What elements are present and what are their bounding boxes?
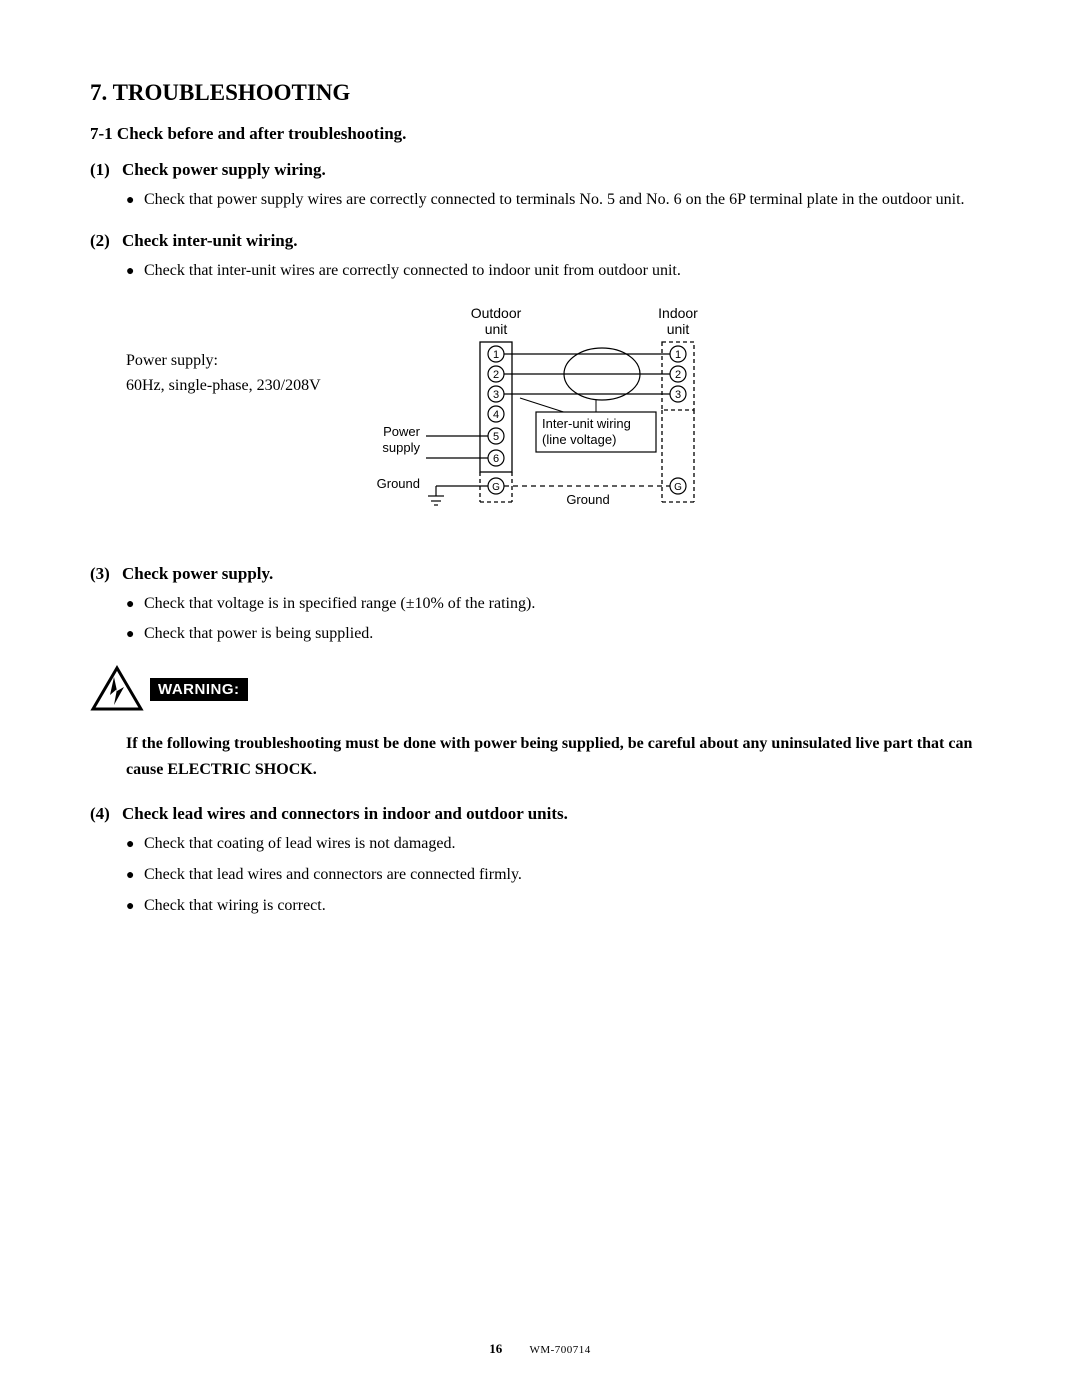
power-spec-line1: Power supply: bbox=[126, 348, 366, 374]
wiring-diagram-row: Power supply: 60Hz, single-phase, 230/20… bbox=[126, 304, 1000, 524]
bullet-dot-icon: ● bbox=[126, 592, 144, 617]
item-3-title: Check power supply. bbox=[122, 564, 273, 584]
item-4-num: (4) bbox=[90, 804, 122, 824]
svg-text:2: 2 bbox=[493, 369, 499, 381]
diagram-label-supply: supply bbox=[382, 440, 420, 455]
wiring-diagram: Outdoor unit Indoor unit 1 2 3 4 5 bbox=[366, 304, 776, 524]
bullet-text: Check that wiring is correct. bbox=[144, 894, 326, 919]
item-1-bullets: ● Check that power supply wires are corr… bbox=[126, 188, 1000, 213]
item-3: (3) Check power supply. bbox=[90, 564, 1000, 584]
bullet: ● Check that coating of lead wires is no… bbox=[126, 832, 1000, 857]
bullet-text: Check that lead wires and connectors are… bbox=[144, 863, 522, 888]
diagram-label-outdoor: Outdoor bbox=[471, 305, 522, 321]
bullet: ● Check that lead wires and connectors a… bbox=[126, 863, 1000, 888]
page-footer: 16 WM-700714 bbox=[0, 1341, 1080, 1357]
diagram-label-indoor: Indoor bbox=[658, 305, 698, 321]
svg-text:2: 2 bbox=[675, 369, 681, 381]
power-spec: Power supply: 60Hz, single-phase, 230/20… bbox=[126, 304, 366, 399]
svg-text:5: 5 bbox=[493, 431, 499, 443]
item-3-num: (3) bbox=[90, 564, 122, 584]
svg-text:G: G bbox=[492, 482, 500, 493]
ground-symbol-icon bbox=[428, 486, 444, 505]
svg-text:4: 4 bbox=[493, 409, 499, 421]
interunit-label-1: Inter-unit wiring bbox=[542, 416, 631, 431]
item-2-bullets: ● Check that inter-unit wires are correc… bbox=[126, 259, 1000, 284]
page-number: 16 bbox=[489, 1341, 502, 1356]
section-number: 7. bbox=[90, 80, 107, 105]
item-4: (4) Check lead wires and connectors in i… bbox=[90, 804, 1000, 824]
bullet: ● Check that power supply wires are corr… bbox=[126, 188, 1000, 213]
subsection-title: 7-1 Check before and after troubleshooti… bbox=[90, 124, 1000, 144]
page: 7. TROUBLESHOOTING 7-1 Check before and … bbox=[0, 0, 1080, 1397]
bullet-dot-icon: ● bbox=[126, 832, 144, 857]
bullet-text: Check that voltage is in specified range… bbox=[144, 592, 535, 617]
warning-label: WARNING: bbox=[150, 678, 248, 701]
bullet-text: Check that power supply wires are correc… bbox=[144, 188, 965, 213]
diagram-label-power: Power bbox=[383, 424, 421, 439]
svg-text:3: 3 bbox=[493, 389, 499, 401]
section-text: TROUBLESHOOTING bbox=[113, 80, 351, 105]
item-2: (2) Check inter-unit wiring. bbox=[90, 231, 1000, 251]
warning-triangle-icon bbox=[90, 665, 144, 713]
bullet-dot-icon: ● bbox=[126, 188, 144, 213]
bullet-dot-icon: ● bbox=[126, 894, 144, 919]
bullet-dot-icon: ● bbox=[126, 622, 144, 647]
svg-text:1: 1 bbox=[675, 349, 681, 361]
bullet: ● Check that power is being supplied. bbox=[126, 622, 1000, 647]
doc-number: WM-700714 bbox=[529, 1344, 590, 1356]
item-2-num: (2) bbox=[90, 231, 122, 251]
bullet-text: Check that inter-unit wires are correctl… bbox=[144, 259, 681, 284]
svg-text:6: 6 bbox=[493, 453, 499, 465]
subsection-number: 7-1 bbox=[90, 124, 113, 143]
item-4-title: Check lead wires and connectors in indoo… bbox=[122, 804, 568, 824]
section-title: 7. TROUBLESHOOTING bbox=[90, 80, 1000, 106]
bullet: ● Check that voltage is in specified ran… bbox=[126, 592, 1000, 617]
item-2-title: Check inter-unit wiring. bbox=[122, 231, 298, 251]
diagram-label-ground-mid: Ground bbox=[566, 492, 609, 507]
svg-text:1: 1 bbox=[493, 349, 499, 361]
item-3-bullets: ● Check that voltage is in specified ran… bbox=[126, 592, 1000, 648]
warning-row: WARNING: bbox=[90, 665, 1000, 713]
bullet-text: Check that coating of lead wires is not … bbox=[144, 832, 455, 857]
svg-text:3: 3 bbox=[675, 389, 681, 401]
power-spec-line2: 60Hz, single-phase, 230/208V bbox=[126, 373, 366, 399]
diagram-label-unit: unit bbox=[485, 321, 508, 337]
item-1: (1) Check power supply wiring. bbox=[90, 160, 1000, 180]
warning-text: If the following troubleshooting must be… bbox=[126, 731, 1000, 782]
bullet-text: Check that power is being supplied. bbox=[144, 622, 373, 647]
diagram-label-unit2: unit bbox=[667, 321, 690, 337]
bullet-dot-icon: ● bbox=[126, 863, 144, 888]
indoor-terminals: 1 2 3 G bbox=[670, 346, 686, 494]
bullet: ● Check that wiring is correct. bbox=[126, 894, 1000, 919]
bullet: ● Check that inter-unit wires are correc… bbox=[126, 259, 1000, 284]
bullet-dot-icon: ● bbox=[126, 259, 144, 284]
item-1-title: Check power supply wiring. bbox=[122, 160, 326, 180]
item-4-bullets: ● Check that coating of lead wires is no… bbox=[126, 832, 1000, 918]
svg-text:G: G bbox=[674, 482, 682, 493]
item-1-num: (1) bbox=[90, 160, 122, 180]
diagram-label-ground-left: Ground bbox=[377, 476, 420, 491]
subsection-text: Check before and after troubleshooting. bbox=[117, 124, 406, 143]
interunit-label-2: (line voltage) bbox=[542, 432, 616, 447]
